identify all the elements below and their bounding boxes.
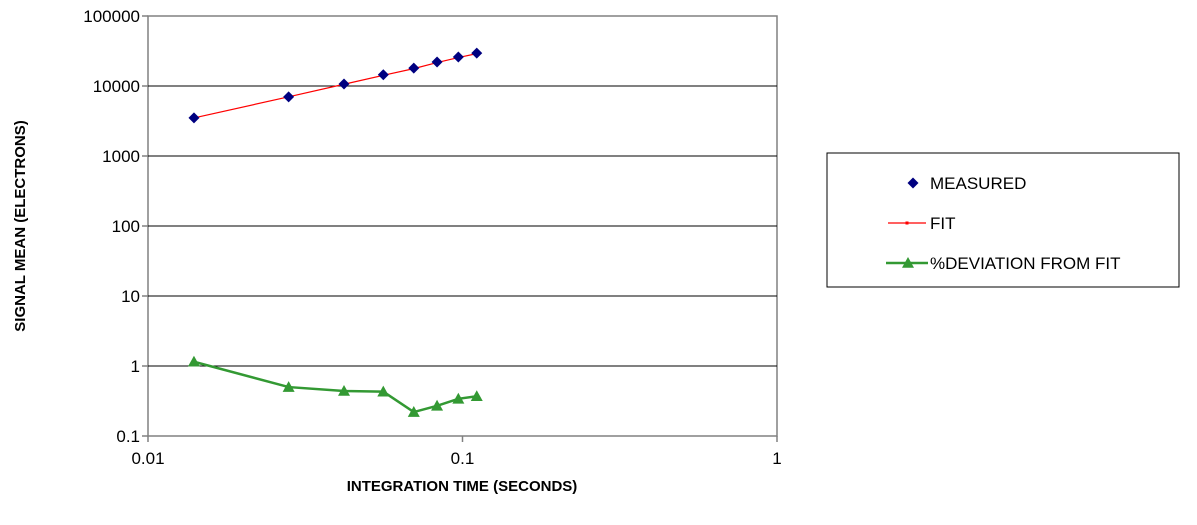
y-tick-label: 10000 (93, 77, 140, 96)
tick-labels: 0.1 1 10 100 1000 10000 100000 0.01 0.1 1 (83, 7, 781, 468)
legend-keys (886, 177, 928, 268)
x-axis-title: INTEGRATION TIME (SECONDS) (347, 478, 578, 495)
point-deviation (431, 399, 444, 411)
legend-label-deviation: %DEVIATION FROM FIT (930, 254, 1120, 273)
point-measured (188, 112, 200, 124)
y-tick-label: 1 (131, 357, 140, 376)
point-measured (452, 51, 464, 63)
point-deviation (470, 390, 483, 402)
y-tick-label: 1000 (102, 147, 140, 166)
legend: MEASURED FIT %DEVIATION FROM FIT (826, 152, 1180, 288)
point-deviation (452, 392, 465, 404)
legend-key-measured (907, 177, 919, 189)
legend-label-fit: FIT (930, 214, 956, 233)
legend-label-measured: MEASURED (930, 174, 1026, 193)
point-measured (408, 62, 420, 74)
legend-box (826, 152, 1180, 288)
legend-key-deviation-marker (902, 257, 914, 268)
point-deviation (377, 385, 390, 397)
y-tick-label: 100 (112, 217, 140, 236)
point-deviation (187, 355, 200, 367)
point-measured (338, 78, 350, 90)
y-tick-label: 0.1 (116, 427, 140, 446)
y-tick-label: 100000 (83, 7, 140, 26)
point-deviation (338, 384, 351, 396)
x-tick-label: 0.01 (131, 449, 164, 468)
x-tick-label: 0.1 (451, 449, 475, 468)
point-measured (377, 69, 389, 81)
grid (142, 15, 778, 442)
point-deviation (282, 381, 295, 392)
y-axis-title: SIGNAL MEAN (ELECTRONS) (12, 120, 29, 331)
point-measured (283, 91, 295, 103)
legend-key-fit-marker (905, 221, 909, 225)
point-deviation (407, 406, 420, 417)
series-layer (187, 47, 483, 417)
point-measured (471, 47, 483, 59)
y-tick-label: 10 (121, 287, 140, 306)
point-measured (431, 56, 443, 68)
x-tick-label: 1 (772, 449, 781, 468)
